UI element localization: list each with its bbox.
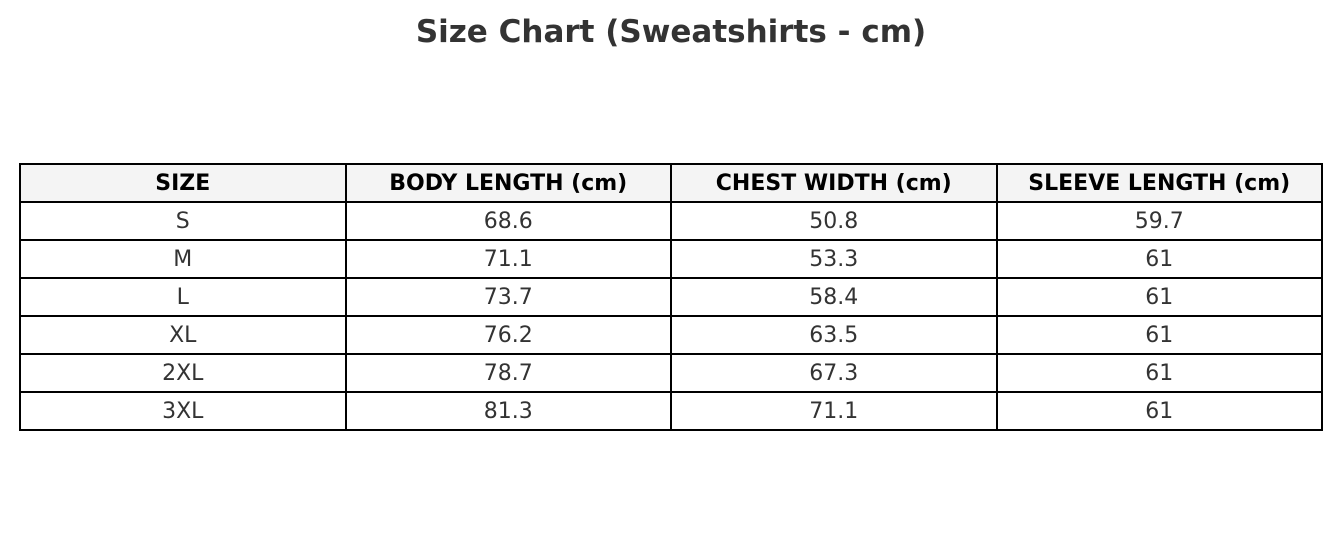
table-cell: XL	[19, 315, 347, 355]
table-cell: 71.1	[670, 391, 998, 431]
title: Size Chart (Sweatshirts - cm)	[415, 14, 927, 50]
table-cell: 53.3	[670, 239, 998, 279]
column-header: CHEST WIDTH (cm)	[670, 163, 998, 203]
table-cell: 68.6	[344, 201, 672, 241]
table-body: S 68.6 50.8 59.7 M 71.1 53.3 61 L 73.7 58.4 61 XL 76.…	[19, 201, 1323, 431]
table-cell: 73.7	[344, 277, 672, 317]
table-cell: 63.5	[670, 315, 998, 355]
table-cell: 50.8	[670, 201, 998, 241]
table-cell: 2XL	[19, 353, 347, 393]
table-cell: 61	[995, 277, 1323, 317]
table-cell: 78.7	[344, 353, 672, 393]
table-cell: 67.3	[670, 353, 998, 393]
table-row: S 68.6 50.8 59.7	[19, 201, 1323, 241]
table-cell: 61	[995, 239, 1323, 279]
column-header: BODY LENGTH (cm)	[344, 163, 672, 203]
table-row: 3XL 81.3 71.1 61	[19, 391, 1323, 431]
table-row: 2XL 78.7 67.3 61	[19, 353, 1323, 393]
table-cell: 71.1	[344, 239, 672, 279]
table-cell: 59.7	[995, 201, 1323, 241]
table-cell: 58.4	[670, 277, 998, 317]
table-cell: 61	[995, 353, 1323, 393]
table-cell: M	[19, 239, 347, 279]
table-cell: 76.2	[344, 315, 672, 355]
table-cell: S	[19, 201, 347, 241]
table-cell: 61	[995, 391, 1323, 431]
table-cell: 61	[995, 315, 1323, 355]
size-table: SIZE BODY LENGTH (cm) CHEST WIDTH (cm) SLEE…	[19, 163, 1323, 431]
table-row: XL 76.2 63.5 61	[19, 315, 1323, 355]
header-row: SIZE BODY LENGTH (cm) CHEST WIDTH (cm) SLEE…	[19, 163, 1323, 203]
column-header: SLEEVE LENGTH (cm)	[995, 163, 1323, 203]
table-cell: 81.3	[344, 391, 672, 431]
table-cell: 3XL	[19, 391, 347, 431]
column-header: SIZE	[19, 163, 347, 203]
table-row: M 71.1 53.3 61	[19, 239, 1323, 279]
table-row: L 73.7 58.4 61	[19, 277, 1323, 317]
table-cell: L	[19, 277, 347, 317]
